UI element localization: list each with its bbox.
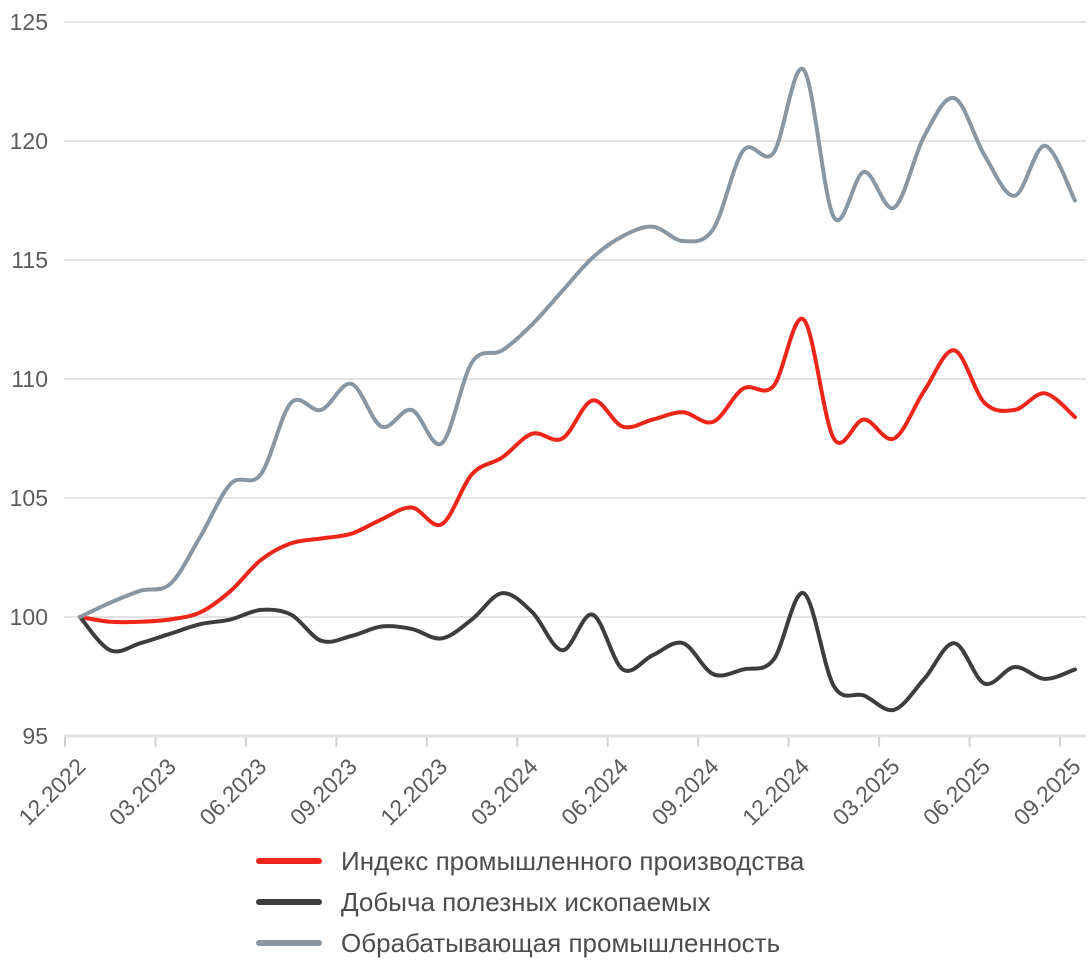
x-axis-label: 03.2025 bbox=[827, 753, 904, 830]
series-line-manufacturing bbox=[78, 66, 1077, 619]
legend-label: Обрабатывающая промышленность bbox=[341, 928, 781, 958]
y-axis-label: 110 bbox=[11, 366, 48, 392]
y-axis-label: 120 bbox=[10, 128, 48, 154]
legend-item-mining[interactable]: Добыча полезных ископаемых bbox=[256, 887, 804, 917]
x-axis-label: 03.2023 bbox=[104, 753, 181, 830]
x-axis-label: 09.2024 bbox=[647, 753, 724, 830]
legend-label: Индекс промышленного производства bbox=[341, 846, 805, 876]
legend-line-swatch-dark bbox=[256, 899, 322, 905]
legend-item-industrial-production-index[interactable]: Индекс промышленного производства bbox=[256, 846, 804, 876]
x-axis-label: 06.2023 bbox=[194, 753, 271, 830]
x-axis-label: 12.2023 bbox=[375, 753, 452, 830]
y-axis-label: 125 bbox=[10, 9, 48, 35]
x-axis-label: 12.2022 bbox=[13, 753, 90, 830]
y-axis-label: 100 bbox=[10, 604, 48, 630]
legend-label: Добыча полезных ископаемых bbox=[341, 887, 711, 917]
y-axis-label: 115 bbox=[11, 247, 48, 273]
series-line-industrial-production-index bbox=[78, 316, 1077, 625]
x-axis-label: 12.2024 bbox=[737, 753, 814, 830]
series-line-mining bbox=[78, 591, 1077, 713]
legend-line-swatch-red bbox=[256, 858, 322, 864]
x-axis-label: 06.2025 bbox=[918, 753, 995, 830]
legend-line-swatch-slate bbox=[256, 940, 322, 946]
legend-item-manufacturing[interactable]: Обрабатывающая промышленность bbox=[256, 928, 804, 958]
y-axis-label: 105 bbox=[10, 485, 48, 511]
x-axis-label: 09.2023 bbox=[285, 753, 362, 830]
x-axis-label: 03.2024 bbox=[466, 753, 543, 830]
x-axis-label: 09.2025 bbox=[1008, 753, 1085, 830]
chart-legend: Индекс промышленного производства Добыча… bbox=[256, 846, 804, 958]
y-axis-label: 95 bbox=[22, 723, 48, 749]
x-axis-label: 06.2024 bbox=[556, 753, 633, 830]
